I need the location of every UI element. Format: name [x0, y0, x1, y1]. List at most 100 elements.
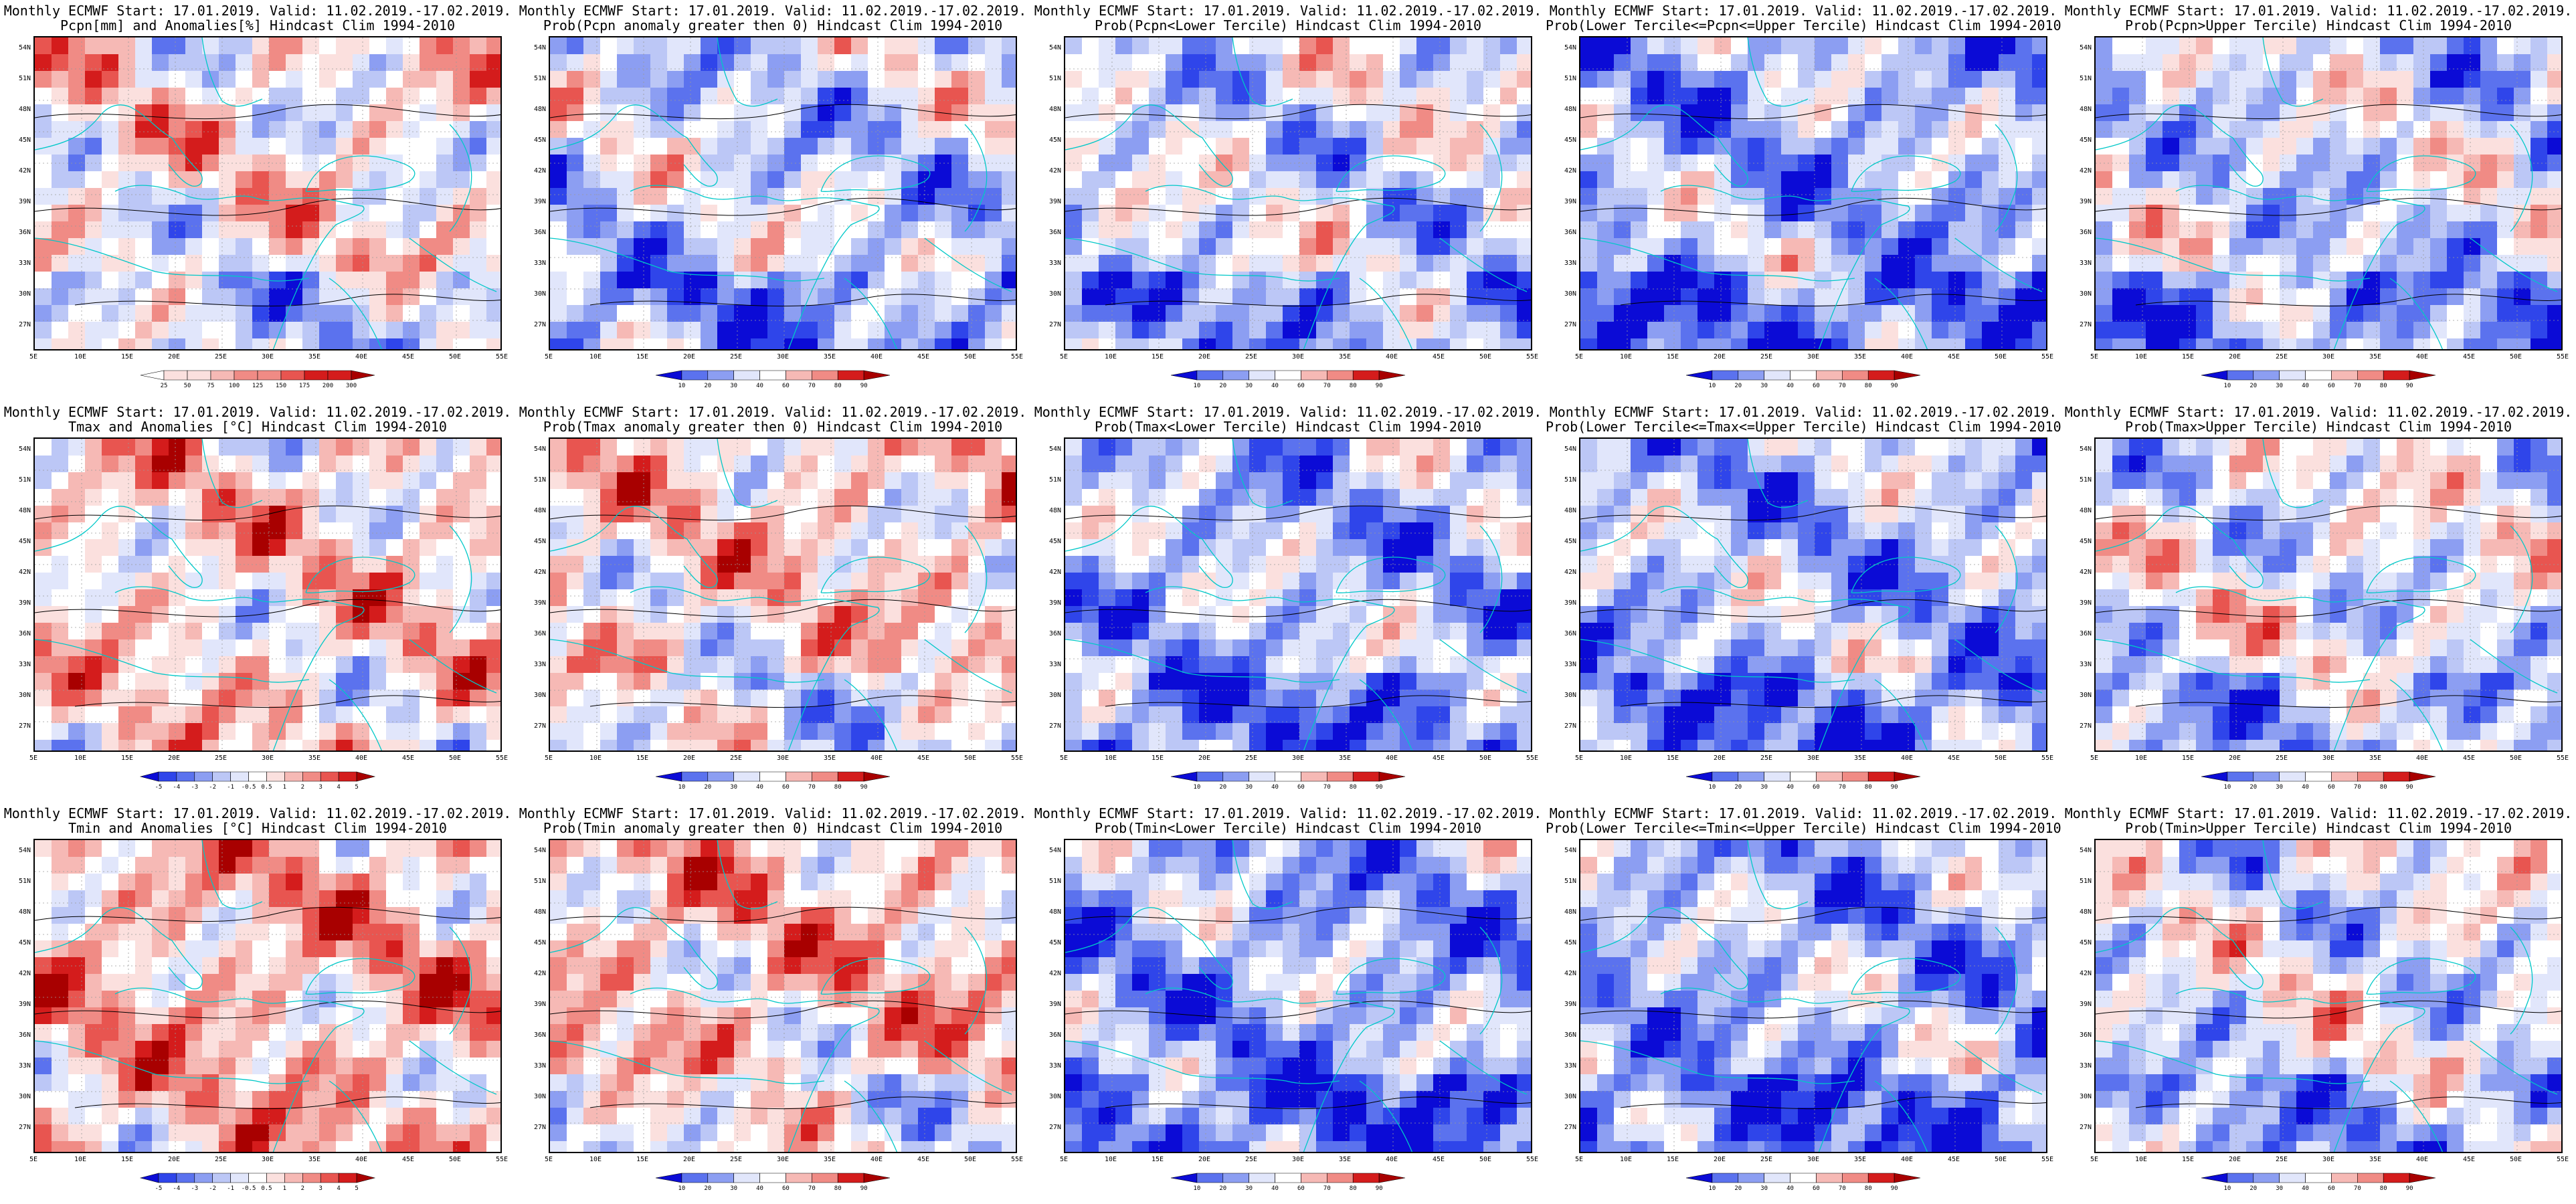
field-cell: [2397, 305, 2413, 322]
field-cell: [202, 506, 219, 522]
field-cell: [1517, 104, 1531, 121]
field-cell: [1731, 639, 1748, 656]
field-cell: [152, 155, 169, 171]
field-cell: [1182, 221, 1199, 238]
field-cell: [1216, 673, 1232, 690]
field-cell: [453, 71, 470, 88]
field-cell: [2015, 556, 2032, 573]
field-cell: [1748, 690, 1764, 706]
lon-tick-label: 45E: [917, 755, 930, 762]
field-cell: [868, 740, 885, 750]
field-cell: [2015, 171, 2032, 188]
field-cell: [1915, 606, 1932, 623]
field-cell: [1898, 238, 1915, 255]
field-cell: [2179, 489, 2196, 506]
field-cell: [2413, 539, 2430, 556]
field-cell: [2514, 522, 2531, 539]
field-cell: [918, 606, 935, 623]
field-cell: [1082, 171, 1099, 188]
field-cell: [2179, 171, 2196, 188]
field-cell: [567, 104, 583, 121]
field-cell: [1631, 606, 1647, 623]
field-cell: [1517, 706, 1531, 723]
field-cell: [1002, 556, 1016, 573]
field-cell: [1350, 121, 1366, 138]
field-cell: [202, 71, 219, 88]
field-cell: [701, 54, 717, 71]
field-cell: [1597, 706, 1614, 723]
field-cell: [667, 506, 684, 522]
field-cell: [2531, 104, 2547, 121]
field-cell: [1400, 338, 1416, 349]
field-cell: [2397, 138, 2413, 155]
field-cell: [2447, 439, 2464, 456]
field-cell: [1082, 589, 1099, 606]
field-cell: [1350, 305, 1366, 322]
field-cell: [202, 155, 219, 171]
field-cell: [2213, 138, 2229, 155]
field-cell: [219, 121, 236, 138]
field-cell: [386, 37, 403, 54]
field-cell: [1467, 472, 1483, 489]
field-cell: [1149, 673, 1166, 690]
colorbar-label: 20: [1219, 784, 1227, 791]
lon-tick-label: 45E: [401, 755, 415, 762]
field-cell: [1366, 740, 1383, 750]
field-cell: [202, 121, 219, 138]
field-cell: [1664, 155, 1681, 171]
map-panel: Monthly ECMWF Start: 17.01.2019. Valid: …: [0, 0, 515, 401]
field-cell: [1199, 522, 1216, 539]
field-cell: [35, 104, 52, 121]
map-plot: [1579, 437, 2047, 752]
field-cell: [1316, 589, 1333, 606]
field-cell: [734, 656, 751, 673]
field-cell: [567, 305, 583, 322]
field-cell: [1099, 539, 1115, 556]
field-cell: [2363, 171, 2380, 188]
panel-subtitle: Prob(Pcpn<Lower Tercile) Hindcast Clim 1…: [1095, 17, 1481, 33]
field-cell: [1483, 456, 1500, 472]
field-cell: [935, 205, 951, 221]
field-cell: [2015, 322, 2032, 338]
field-cell: [1865, 706, 1881, 723]
field-cell: [319, 338, 336, 349]
field-cell: [1182, 188, 1199, 205]
colorbar-swatch: [733, 370, 760, 381]
field-cell: [436, 221, 453, 238]
coastline: [717, 37, 778, 107]
field-cell: [1982, 171, 1999, 188]
field-cell: [236, 472, 252, 489]
field-cell: [1948, 506, 1965, 522]
field-cell: [734, 489, 751, 506]
colorbar-label: 100: [228, 383, 240, 389]
field-cell: [2547, 255, 2561, 272]
field-cell: [1316, 155, 1333, 171]
field-cell: [1982, 556, 1999, 573]
field-cell: [336, 456, 353, 472]
field-cell: [2112, 305, 2129, 322]
field-cell: [236, 37, 252, 54]
field-cell: [1999, 639, 2015, 656]
field-cell: [1815, 205, 1831, 221]
field-cell: [1915, 37, 1932, 54]
field-cell: [2163, 472, 2179, 489]
field-cell: [667, 171, 684, 188]
field-cell: [1915, 573, 1932, 589]
field-cell: [1781, 740, 1798, 750]
field-cell: [818, 639, 834, 656]
lat-tick-label: 42N: [2079, 167, 2092, 175]
field-cell: [2129, 88, 2146, 104]
field-cell: [918, 439, 935, 456]
field-cell: [1433, 522, 1450, 539]
field-cell: [2397, 121, 2413, 138]
field-cell: [1714, 723, 1731, 740]
field-cell: [1798, 71, 1815, 88]
field-cell: [1764, 205, 1781, 221]
field-cell: [2146, 104, 2163, 121]
colorbar: [1170, 771, 1406, 782]
field-cell: [1697, 238, 1714, 255]
colorbar-label: -0.5: [241, 784, 256, 791]
field-cell: [1714, 556, 1731, 573]
field-cell: [1881, 522, 1898, 539]
field-cell: [2347, 439, 2363, 456]
